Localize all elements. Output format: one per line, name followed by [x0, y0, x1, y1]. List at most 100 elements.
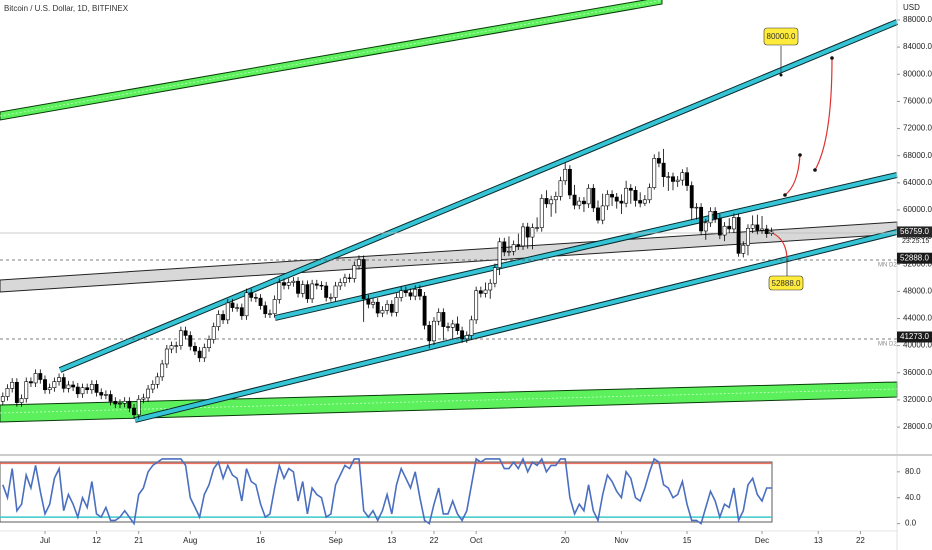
candle-body [286, 282, 291, 286]
candle-body [432, 320, 436, 342]
x-tick-label: 22 [856, 536, 865, 545]
x-tick-label: Oct [470, 536, 483, 545]
candle-body [197, 350, 202, 359]
x-tick-label: Dec [755, 536, 769, 545]
candle-body [703, 222, 708, 232]
countdown: 23:25:15 [902, 238, 929, 245]
y-tick-label: 44000.0 [903, 314, 932, 323]
candle-body [460, 330, 465, 340]
green-midline [0, 0, 663, 117]
candle-body [160, 363, 165, 378]
candle-body [483, 289, 488, 294]
candle-body [717, 218, 722, 236]
candle-body [642, 199, 647, 204]
candle-body [14, 381, 19, 403]
projection-path [784, 154, 801, 196]
candle-body [235, 307, 240, 309]
candle-body [591, 187, 596, 209]
candle-body [230, 302, 235, 308]
annotation-label: 80000.0 [767, 32, 796, 41]
candle-body [52, 381, 57, 389]
y-tick-label: 32000.0 [903, 395, 932, 404]
candle-body [310, 283, 315, 300]
candle-body [638, 200, 643, 204]
candle-body [422, 295, 427, 326]
level-note: MN D2 [878, 263, 897, 269]
candle-body [699, 206, 704, 232]
y-tick-label: 28000.0 [903, 422, 932, 431]
candle-body [563, 168, 568, 182]
candle-body [99, 392, 104, 396]
cyan-line [274, 173, 898, 320]
candle-body [10, 381, 15, 389]
level-label-box [897, 252, 932, 264]
green-midline [0, 388, 898, 414]
candle-body [324, 285, 329, 298]
chart-title: Bitcoin / U.S. Dollar, 1D, BITFINEX [4, 4, 129, 13]
green-channel-top [0, 0, 663, 121]
candle-body [661, 162, 666, 178]
candle-body [516, 244, 521, 247]
candle-body [24, 381, 29, 399]
candle-body [492, 267, 497, 284]
x-tick-label: 16 [256, 536, 265, 545]
candle-body [89, 384, 94, 391]
candle-body [624, 187, 629, 204]
x-tick-label: 20 [561, 536, 570, 545]
candle-body [511, 244, 516, 252]
candle-body [530, 227, 535, 238]
candle-body [239, 307, 244, 317]
candle-body [685, 172, 689, 186]
candle-body [169, 345, 174, 350]
candle-body [202, 347, 207, 359]
y-tick-label: 88000.0 [903, 15, 932, 24]
candle-body [389, 303, 394, 313]
candle-body [722, 225, 727, 236]
candle-body [361, 259, 366, 300]
candle-body [610, 194, 614, 198]
candle-body [5, 388, 10, 397]
drawings [0, 0, 899, 423]
candle-body [652, 158, 657, 188]
candle-body [708, 211, 713, 224]
candle-body [338, 282, 343, 287]
currency-label: USD [903, 3, 920, 12]
candle-body [474, 290, 479, 321]
candle-body [441, 312, 446, 327]
candle-body [282, 282, 286, 286]
candle-body [666, 176, 671, 178]
candle-body [750, 224, 755, 229]
candle-body [549, 199, 554, 205]
candle-body [478, 290, 483, 294]
candle-body [385, 303, 390, 311]
candle-body [671, 176, 675, 182]
candle-body [328, 297, 333, 299]
candle-body [188, 335, 193, 347]
candle-body [296, 280, 301, 294]
x-tick-label: 13 [814, 536, 823, 545]
candle-body [352, 265, 357, 279]
candle-body [675, 179, 680, 182]
candle-body [127, 400, 132, 409]
x-tick-label: 22 [430, 536, 439, 545]
candle-body [713, 211, 718, 220]
candle-body [507, 251, 511, 253]
callout-box [768, 275, 804, 291]
candle-body [47, 387, 52, 391]
candle-body [305, 284, 310, 300]
candle-body [488, 282, 493, 291]
candle-body [544, 198, 549, 205]
candle-body [80, 387, 85, 395]
oscillator-line [2, 456, 772, 526]
candle-body [342, 277, 347, 283]
candle-body [741, 244, 746, 254]
candle-body [136, 398, 141, 416]
candle-body [413, 289, 418, 297]
candle-body [600, 205, 605, 221]
candle-body [253, 297, 258, 299]
candle-body [66, 384, 71, 389]
candle-body [755, 224, 760, 231]
candle-body [113, 400, 118, 405]
y-tick-label: 36000.0 [903, 368, 932, 377]
cyan-line [134, 230, 898, 422]
